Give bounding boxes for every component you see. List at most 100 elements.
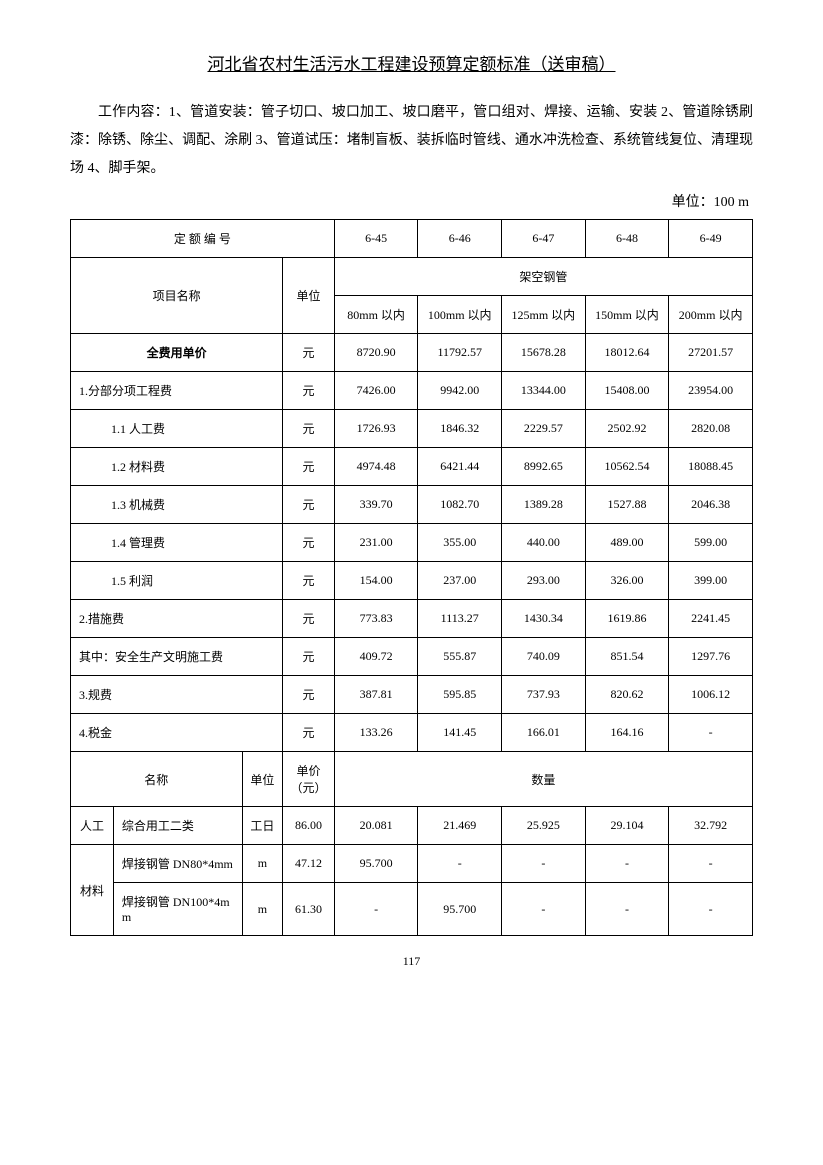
size-1: 100mm 以内 <box>418 296 502 334</box>
row-8-val-2: 740.09 <box>502 638 586 676</box>
table-row: 4.税金元133.26141.45166.01164.16- <box>71 714 753 752</box>
row-9-val-2: 737.93 <box>502 676 586 714</box>
row-unit-2: 元 <box>283 410 334 448</box>
table-row: 1.3 机械费元339.701082.701389.281527.882046.… <box>71 486 753 524</box>
row-4-val-1: 1082.70 <box>418 486 502 524</box>
row-label-10: 4.税金 <box>71 714 283 752</box>
row-3-val-3: 10562.54 <box>585 448 669 486</box>
row-label-3: 1.2 材料费 <box>71 448 283 486</box>
row-5-val-2: 440.00 <box>502 524 586 562</box>
table-row: 项目名称单位架空钢管 <box>71 258 753 296</box>
row-5-val-1: 355.00 <box>418 524 502 562</box>
row-0-val-4: 27201.57 <box>669 334 753 372</box>
row-8-val-1: 555.87 <box>418 638 502 676</box>
sub-1-val-0: 95.700 <box>334 845 418 883</box>
row-4-val-4: 2046.38 <box>669 486 753 524</box>
table-row: 1.2 材料费元4974.486421.448992.6510562.54180… <box>71 448 753 486</box>
page-number: 117 <box>70 954 753 969</box>
row-4-val-0: 339.70 <box>334 486 418 524</box>
sub-0-val-4: 32.792 <box>669 807 753 845</box>
row-label-1: 1.分部分项工程费 <box>71 372 283 410</box>
row-10-val-2: 166.01 <box>502 714 586 752</box>
table-row: 3.规费元387.81595.85737.93820.621006.12 <box>71 676 753 714</box>
row-2-val-0: 1726.93 <box>334 410 418 448</box>
row-6-val-4: 399.00 <box>669 562 753 600</box>
sub-1-val-2: - <box>502 845 586 883</box>
header-group: 架空钢管 <box>334 258 752 296</box>
table-row: 全费用单价元8720.9011792.5715678.2818012.64272… <box>71 334 753 372</box>
table-row: 1.4 管理费元231.00355.00440.00489.00599.00 <box>71 524 753 562</box>
code-0: 6-45 <box>334 220 418 258</box>
sub-0-val-1: 21.469 <box>418 807 502 845</box>
sub-name-1: 焊接钢管 DN80*4mm <box>113 845 242 883</box>
header-unit: 单位 <box>283 258 334 334</box>
row-3-val-2: 8992.65 <box>502 448 586 486</box>
header-code-label: 定 额 编 号 <box>71 220 335 258</box>
header-item-name: 项目名称 <box>71 258 283 334</box>
sub-header-unit: 单位 <box>242 752 283 807</box>
sub-1-val-4: - <box>669 845 753 883</box>
sub-0-val-0: 20.081 <box>334 807 418 845</box>
row-5-val-0: 231.00 <box>334 524 418 562</box>
row-7-val-3: 1619.86 <box>585 600 669 638</box>
table-row: 2.措施费元773.831113.271430.341619.862241.45 <box>71 600 753 638</box>
row-label-5: 1.4 管理费 <box>71 524 283 562</box>
row-10-val-1: 141.45 <box>418 714 502 752</box>
row-unit-1: 元 <box>283 372 334 410</box>
code-1: 6-46 <box>418 220 502 258</box>
row-7-val-2: 1430.34 <box>502 600 586 638</box>
row-9-val-3: 820.62 <box>585 676 669 714</box>
code-2: 6-47 <box>502 220 586 258</box>
row-10-val-3: 164.16 <box>585 714 669 752</box>
sub-price-0: 86.00 <box>283 807 334 845</box>
row-7-val-4: 2241.45 <box>669 600 753 638</box>
row-3-val-0: 4974.48 <box>334 448 418 486</box>
budget-table: 定 额 编 号6-456-466-476-486-49项目名称单位架空钢管80m… <box>70 219 753 936</box>
sub-0-val-3: 29.104 <box>585 807 669 845</box>
row-10-val-0: 133.26 <box>334 714 418 752</box>
table-row: 材料焊接钢管 DN80*4mmm47.1295.700---- <box>71 845 753 883</box>
row-0-val-2: 15678.28 <box>502 334 586 372</box>
row-label-2: 1.1 人工费 <box>71 410 283 448</box>
code-4: 6-49 <box>669 220 753 258</box>
row-9-val-0: 387.81 <box>334 676 418 714</box>
sub-2-val-0: - <box>334 883 418 936</box>
row-label-9: 3.规费 <box>71 676 283 714</box>
row-8-val-0: 409.72 <box>334 638 418 676</box>
sub-unit-0: 工日 <box>242 807 283 845</box>
sub-2-val-1: 95.700 <box>418 883 502 936</box>
sub-header-price: 单价（元） <box>283 752 334 807</box>
row-unit-5: 元 <box>283 524 334 562</box>
row-0-val-1: 11792.57 <box>418 334 502 372</box>
table-row: 1.5 利润元154.00237.00293.00326.00399.00 <box>71 562 753 600</box>
sub-header-name: 名称 <box>71 752 243 807</box>
code-3: 6-48 <box>585 220 669 258</box>
row-unit-6: 元 <box>283 562 334 600</box>
row-unit-8: 元 <box>283 638 334 676</box>
table-row: 其中：安全生产文明施工费元409.72555.87740.09851.54129… <box>71 638 753 676</box>
row-7-val-0: 773.83 <box>334 600 418 638</box>
row-1-val-2: 13344.00 <box>502 372 586 410</box>
table-row: 1.分部分项工程费元7426.009942.0013344.0015408.00… <box>71 372 753 410</box>
row-0-val-0: 8720.90 <box>334 334 418 372</box>
row-6-val-0: 154.00 <box>334 562 418 600</box>
size-3: 150mm 以内 <box>585 296 669 334</box>
row-label-6: 1.5 利润 <box>71 562 283 600</box>
row-6-val-2: 293.00 <box>502 562 586 600</box>
row-0-val-3: 18012.64 <box>585 334 669 372</box>
row-unit-10: 元 <box>283 714 334 752</box>
row-4-val-2: 1389.28 <box>502 486 586 524</box>
row-unit-4: 元 <box>283 486 334 524</box>
row-unit-0: 元 <box>283 334 334 372</box>
row-label-8: 其中：安全生产文明施工费 <box>71 638 283 676</box>
row-unit-9: 元 <box>283 676 334 714</box>
row-label-4: 1.3 机械费 <box>71 486 283 524</box>
row-6-val-1: 237.00 <box>418 562 502 600</box>
sub-cat-0: 人工 <box>71 807 114 845</box>
row-5-val-4: 599.00 <box>669 524 753 562</box>
row-2-val-3: 2502.92 <box>585 410 669 448</box>
row-label-7: 2.措施费 <box>71 600 283 638</box>
row-10-val-4: - <box>669 714 753 752</box>
page-title: 河北省农村生活污水工程建设预算定额标准（送审稿） <box>70 50 753 75</box>
table-row: 人工综合用工二类工日86.0020.08121.46925.92529.1043… <box>71 807 753 845</box>
